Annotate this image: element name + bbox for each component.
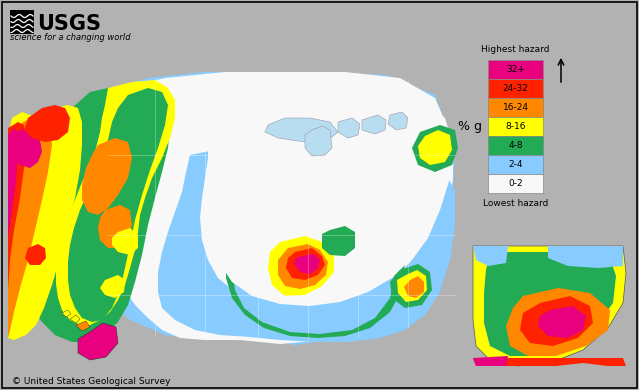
- Bar: [10, 10, 34, 34]
- Polygon shape: [506, 288, 610, 356]
- Polygon shape: [538, 306, 586, 338]
- Polygon shape: [294, 254, 320, 274]
- Polygon shape: [397, 270, 427, 302]
- Text: 32+: 32+: [506, 65, 525, 74]
- Bar: [488, 117, 543, 136]
- Polygon shape: [473, 246, 626, 366]
- Polygon shape: [520, 296, 593, 346]
- Polygon shape: [98, 205, 132, 248]
- Bar: [488, 155, 543, 174]
- Polygon shape: [100, 275, 125, 298]
- Polygon shape: [473, 358, 626, 366]
- Polygon shape: [473, 246, 508, 266]
- Text: 16-24: 16-24: [502, 103, 528, 112]
- Polygon shape: [412, 125, 458, 172]
- Polygon shape: [112, 228, 138, 255]
- Polygon shape: [110, 72, 453, 344]
- Polygon shape: [24, 105, 70, 142]
- Polygon shape: [62, 310, 71, 317]
- Polygon shape: [214, 88, 448, 306]
- Bar: [8, 8, 148, 50]
- Polygon shape: [25, 244, 46, 265]
- Polygon shape: [484, 252, 616, 356]
- Polygon shape: [262, 230, 342, 305]
- Polygon shape: [70, 315, 80, 323]
- Text: 4-8: 4-8: [508, 141, 523, 150]
- Bar: [488, 98, 543, 117]
- Text: science for a changing world: science for a changing world: [10, 34, 130, 43]
- Polygon shape: [56, 80, 175, 325]
- Polygon shape: [305, 126, 332, 156]
- Polygon shape: [8, 128, 18, 238]
- Text: Lowest hazard: Lowest hazard: [483, 199, 548, 207]
- Bar: [488, 174, 543, 193]
- Polygon shape: [8, 118, 52, 338]
- Polygon shape: [8, 105, 82, 340]
- Text: % g: % g: [458, 120, 482, 133]
- Polygon shape: [68, 88, 168, 322]
- Text: USGS: USGS: [37, 14, 101, 34]
- Polygon shape: [388, 112, 408, 130]
- Polygon shape: [8, 122, 26, 290]
- Polygon shape: [268, 236, 334, 296]
- Bar: [488, 79, 543, 98]
- Text: 24-32: 24-32: [502, 84, 528, 93]
- Polygon shape: [338, 118, 360, 138]
- Polygon shape: [322, 226, 355, 256]
- Polygon shape: [82, 138, 132, 215]
- Polygon shape: [286, 248, 325, 280]
- Text: 0-2: 0-2: [508, 179, 523, 188]
- Polygon shape: [390, 264, 432, 308]
- Polygon shape: [10, 128, 42, 168]
- Polygon shape: [78, 323, 118, 360]
- Polygon shape: [278, 244, 328, 289]
- Text: 2-4: 2-4: [508, 160, 523, 169]
- Polygon shape: [265, 118, 338, 142]
- Bar: [488, 60, 543, 79]
- Polygon shape: [158, 140, 455, 342]
- Polygon shape: [200, 78, 453, 310]
- Polygon shape: [76, 321, 90, 331]
- Polygon shape: [75, 72, 455, 345]
- Polygon shape: [404, 276, 424, 298]
- Polygon shape: [232, 215, 395, 334]
- Polygon shape: [473, 356, 508, 366]
- Polygon shape: [418, 130, 452, 165]
- Polygon shape: [226, 205, 405, 338]
- Text: © United States Geological Survey: © United States Geological Survey: [12, 376, 171, 385]
- Polygon shape: [362, 115, 386, 134]
- Bar: [488, 136, 543, 155]
- Text: Highest hazard: Highest hazard: [481, 46, 550, 55]
- Polygon shape: [548, 246, 623, 268]
- Text: 8-16: 8-16: [505, 122, 526, 131]
- Polygon shape: [12, 85, 170, 342]
